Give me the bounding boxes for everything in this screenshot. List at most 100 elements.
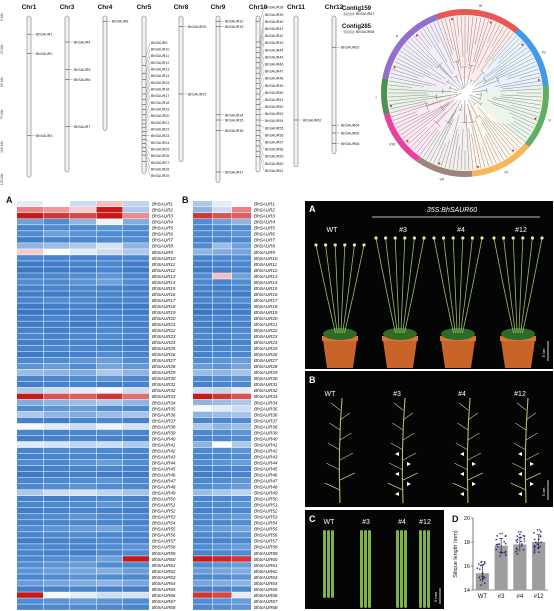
heatmap-cell	[17, 508, 43, 514]
clade-label: VII	[440, 176, 445, 181]
heatmap-cell	[193, 327, 212, 333]
heatmap-cell	[193, 357, 212, 364]
tree-branch	[511, 122, 530, 136]
tree-branch	[439, 65, 462, 90]
heatmap-cell	[193, 213, 212, 219]
heatmap-cell	[70, 393, 96, 400]
tree-branch	[429, 24, 440, 43]
tree-branch	[471, 133, 478, 170]
heatmap-cell	[123, 267, 149, 273]
tree-branch	[393, 65, 424, 78]
gene-row-label: BhSAUR68	[254, 605, 278, 610]
plant-stem	[344, 244, 365, 334]
tree-branch	[495, 50, 530, 74]
gene-label: BhSAUR53	[265, 112, 283, 116]
data-point	[483, 562, 486, 565]
y-tick-label: 18	[464, 540, 470, 546]
flower-cluster	[480, 236, 484, 240]
flower-cluster	[530, 236, 535, 240]
gene-label: BhSAUR32	[225, 20, 243, 24]
arrowhead-marker	[395, 472, 399, 476]
silique-pod	[368, 530, 371, 608]
data-point	[536, 543, 539, 546]
chromosome-name: Chr8	[174, 4, 189, 11]
heatmap-cell	[96, 375, 123, 382]
gene-row-label: BhSAUR19	[254, 310, 278, 315]
heatmap-cell	[123, 213, 149, 219]
heatmap-cell	[123, 429, 149, 436]
silique	[390, 442, 404, 451]
heatmap-cell	[70, 273, 96, 279]
heatmap-cell	[232, 526, 251, 532]
tree-branch	[491, 98, 541, 110]
gene-row-label: BhSAUR9	[254, 250, 275, 255]
heatmap-cell	[123, 273, 149, 279]
clade-shade	[473, 33, 543, 92]
heatmap-cell	[212, 261, 232, 267]
data-point	[503, 540, 506, 543]
heatmap-cell	[43, 532, 70, 538]
gene-row-label: BhSAUR55	[152, 527, 176, 532]
heatmap-cell	[193, 520, 212, 526]
data-point	[479, 564, 482, 567]
gene-label: BhSAUR3	[36, 134, 52, 138]
heatmap-cell	[17, 453, 43, 460]
heatmap-cell	[70, 526, 96, 532]
heatmap-cell	[212, 435, 232, 442]
heatmap-cell	[70, 345, 96, 351]
heatmap-cell	[96, 261, 123, 267]
gene-row-label: BhSAUR34	[254, 400, 278, 405]
silique	[402, 452, 417, 461]
highlight-marker	[537, 78, 540, 81]
flower-cluster	[393, 236, 397, 240]
gene-row-label: BhSAUR2	[254, 208, 275, 213]
heatmap-cell	[232, 508, 251, 514]
heatmap-cell	[123, 405, 149, 412]
gene-label: BhSAUR11	[151, 54, 169, 58]
x-tick-label: WT	[478, 594, 488, 600]
gene-row-label: BhSAUR62	[254, 569, 278, 574]
silique	[510, 482, 527, 491]
heatmap-cell	[43, 243, 70, 249]
gene-row-label: BhSAUR7	[254, 238, 275, 243]
tree-branch	[426, 26, 448, 63]
axis-tick-label: 25 Mb	[0, 45, 4, 55]
gene-label: BhSAUR51	[265, 98, 283, 102]
silique	[525, 452, 540, 461]
heatmap-cell	[43, 231, 70, 237]
heatmap-cell	[193, 417, 212, 424]
heatmap-cell	[212, 489, 232, 496]
gene-connector	[259, 42, 265, 63]
heatmap-cell	[17, 562, 43, 568]
plant-stem	[452, 237, 458, 334]
heatmap-cell	[96, 471, 123, 478]
tree-branch	[496, 61, 536, 80]
heatmap-cell	[70, 249, 96, 255]
heatmap-cell	[17, 586, 43, 592]
heatmap-cell	[43, 429, 70, 436]
gene-row-label: BhSAUR59	[152, 551, 176, 556]
heatmap-cell	[17, 477, 43, 484]
plant-label: #12	[419, 519, 431, 526]
plant-stem	[493, 237, 514, 334]
heatmap-cell	[43, 237, 70, 243]
tree-branch	[433, 119, 454, 164]
tree-branch	[473, 80, 499, 90]
heatmap-cell	[123, 526, 149, 532]
heatmap-cell	[232, 237, 251, 243]
heatmap-cell	[43, 273, 70, 279]
gene-row-label: BhSAUR18	[254, 304, 278, 309]
heatmap-cell	[123, 495, 149, 502]
heatmap-cell	[43, 471, 70, 478]
gene-label: BhSAUR52	[265, 105, 283, 109]
data-point	[540, 541, 543, 544]
data-point	[536, 547, 539, 550]
heatmap-cell	[43, 387, 70, 394]
heatmap-cell	[70, 285, 96, 291]
gene-connector	[259, 78, 265, 89]
gene-row-label: BhSAUR27	[152, 358, 176, 363]
heatmap-cell	[193, 207, 212, 213]
tree-branch	[468, 99, 478, 118]
heatmap-cell	[96, 465, 123, 472]
heatmap-cell	[212, 363, 232, 370]
